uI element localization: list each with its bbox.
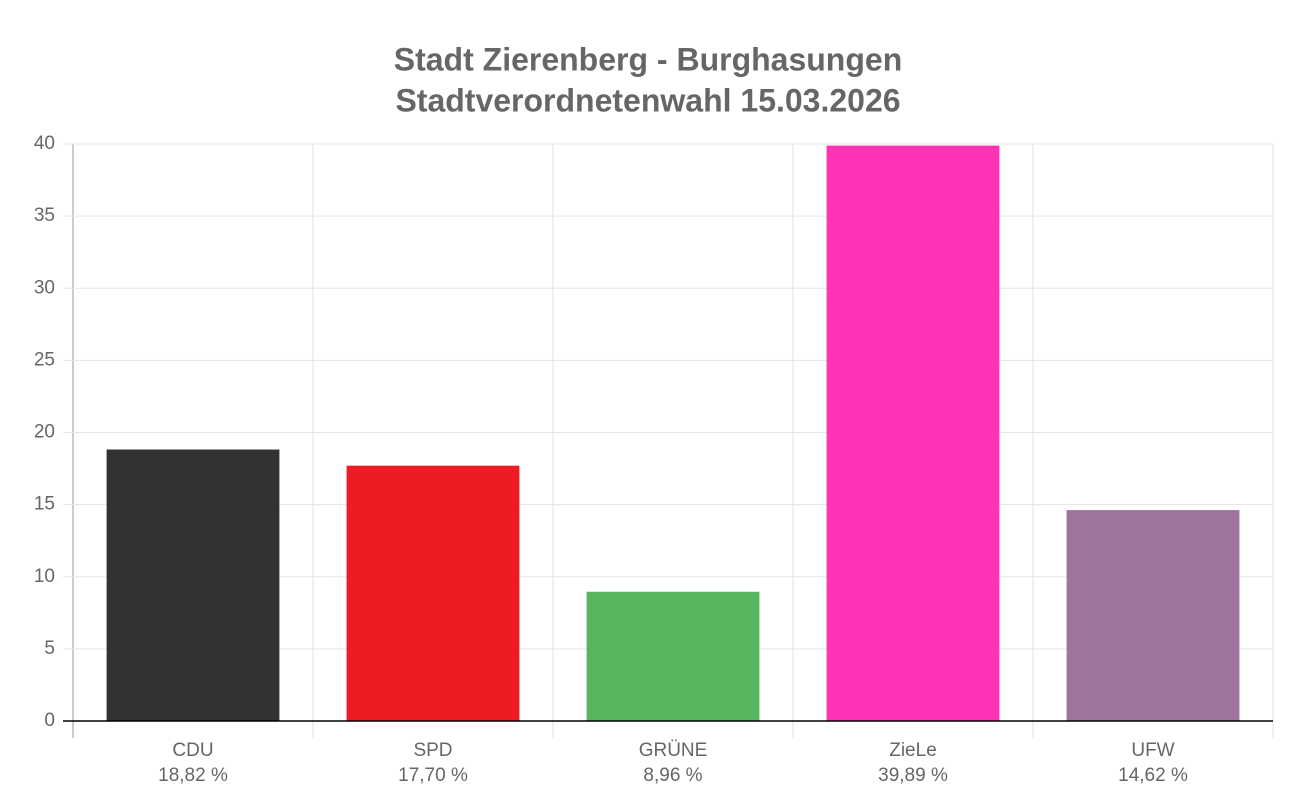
bar bbox=[826, 145, 1000, 722]
y-tick-label: 5 bbox=[44, 638, 55, 659]
x-tick-label: GRÜNE bbox=[639, 740, 708, 761]
value-label: 18,82 % bbox=[158, 765, 228, 786]
value-label: 8,96 % bbox=[643, 765, 702, 786]
x-tick-label: UFW bbox=[1131, 740, 1174, 761]
y-tick-label: 20 bbox=[34, 422, 55, 443]
y-tick-label: 0 bbox=[44, 710, 55, 731]
chart-subtitle: Stadtverordnetenwahl 15.03.2026 bbox=[395, 82, 900, 118]
bar bbox=[106, 449, 280, 721]
x-tick-label: SPD bbox=[413, 740, 452, 761]
value-label: 17,70 % bbox=[398, 765, 468, 786]
y-tick-label: 25 bbox=[34, 349, 55, 370]
y-tick-label: 10 bbox=[34, 566, 55, 587]
value-label: 14,62 % bbox=[1118, 765, 1188, 786]
y-tick-label: 35 bbox=[34, 205, 55, 226]
bar bbox=[586, 591, 760, 721]
y-tick-label: 40 bbox=[34, 133, 55, 154]
x-tick-label: CDU bbox=[172, 740, 213, 761]
chart-title: Stadt Zierenberg - Burghasungen bbox=[394, 41, 902, 77]
value-label: 39,89 % bbox=[878, 765, 948, 786]
y-tick-label: 15 bbox=[34, 494, 55, 515]
bar bbox=[1066, 510, 1240, 721]
bar bbox=[346, 465, 520, 721]
x-tick-label: ZieLe bbox=[889, 740, 937, 761]
y-tick-label: 30 bbox=[34, 277, 55, 298]
